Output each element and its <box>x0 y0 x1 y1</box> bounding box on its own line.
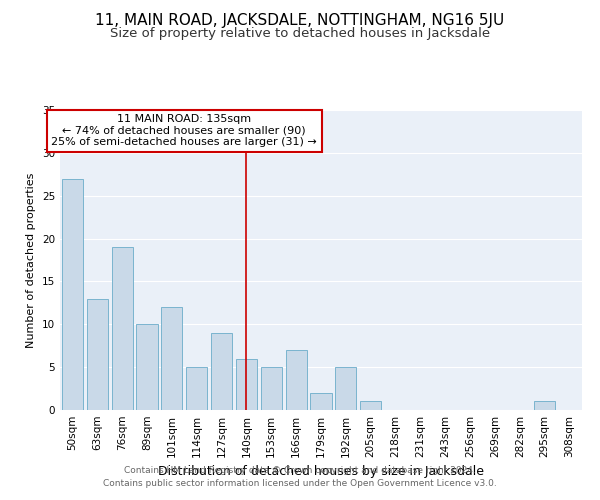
Bar <box>87 298 108 410</box>
Bar <box>211 333 232 410</box>
X-axis label: Distribution of detached houses by size in Jacksdale: Distribution of detached houses by size … <box>158 466 484 478</box>
Bar <box>286 350 307 410</box>
Bar <box>136 324 158 410</box>
Bar <box>62 178 83 410</box>
Text: 11 MAIN ROAD: 135sqm
← 74% of detached houses are smaller (90)
25% of semi-detac: 11 MAIN ROAD: 135sqm ← 74% of detached h… <box>52 114 317 148</box>
Bar <box>186 367 207 410</box>
Bar <box>534 402 555 410</box>
Bar <box>310 393 332 410</box>
Text: Size of property relative to detached houses in Jacksdale: Size of property relative to detached ho… <box>110 28 490 40</box>
Text: Contains HM Land Registry data © Crown copyright and database right 2024.
Contai: Contains HM Land Registry data © Crown c… <box>103 466 497 487</box>
Bar <box>161 307 182 410</box>
Bar <box>236 358 257 410</box>
Bar <box>112 247 133 410</box>
Y-axis label: Number of detached properties: Number of detached properties <box>26 172 37 348</box>
Bar <box>360 402 381 410</box>
Bar <box>335 367 356 410</box>
Text: 11, MAIN ROAD, JACKSDALE, NOTTINGHAM, NG16 5JU: 11, MAIN ROAD, JACKSDALE, NOTTINGHAM, NG… <box>95 12 505 28</box>
Bar <box>261 367 282 410</box>
